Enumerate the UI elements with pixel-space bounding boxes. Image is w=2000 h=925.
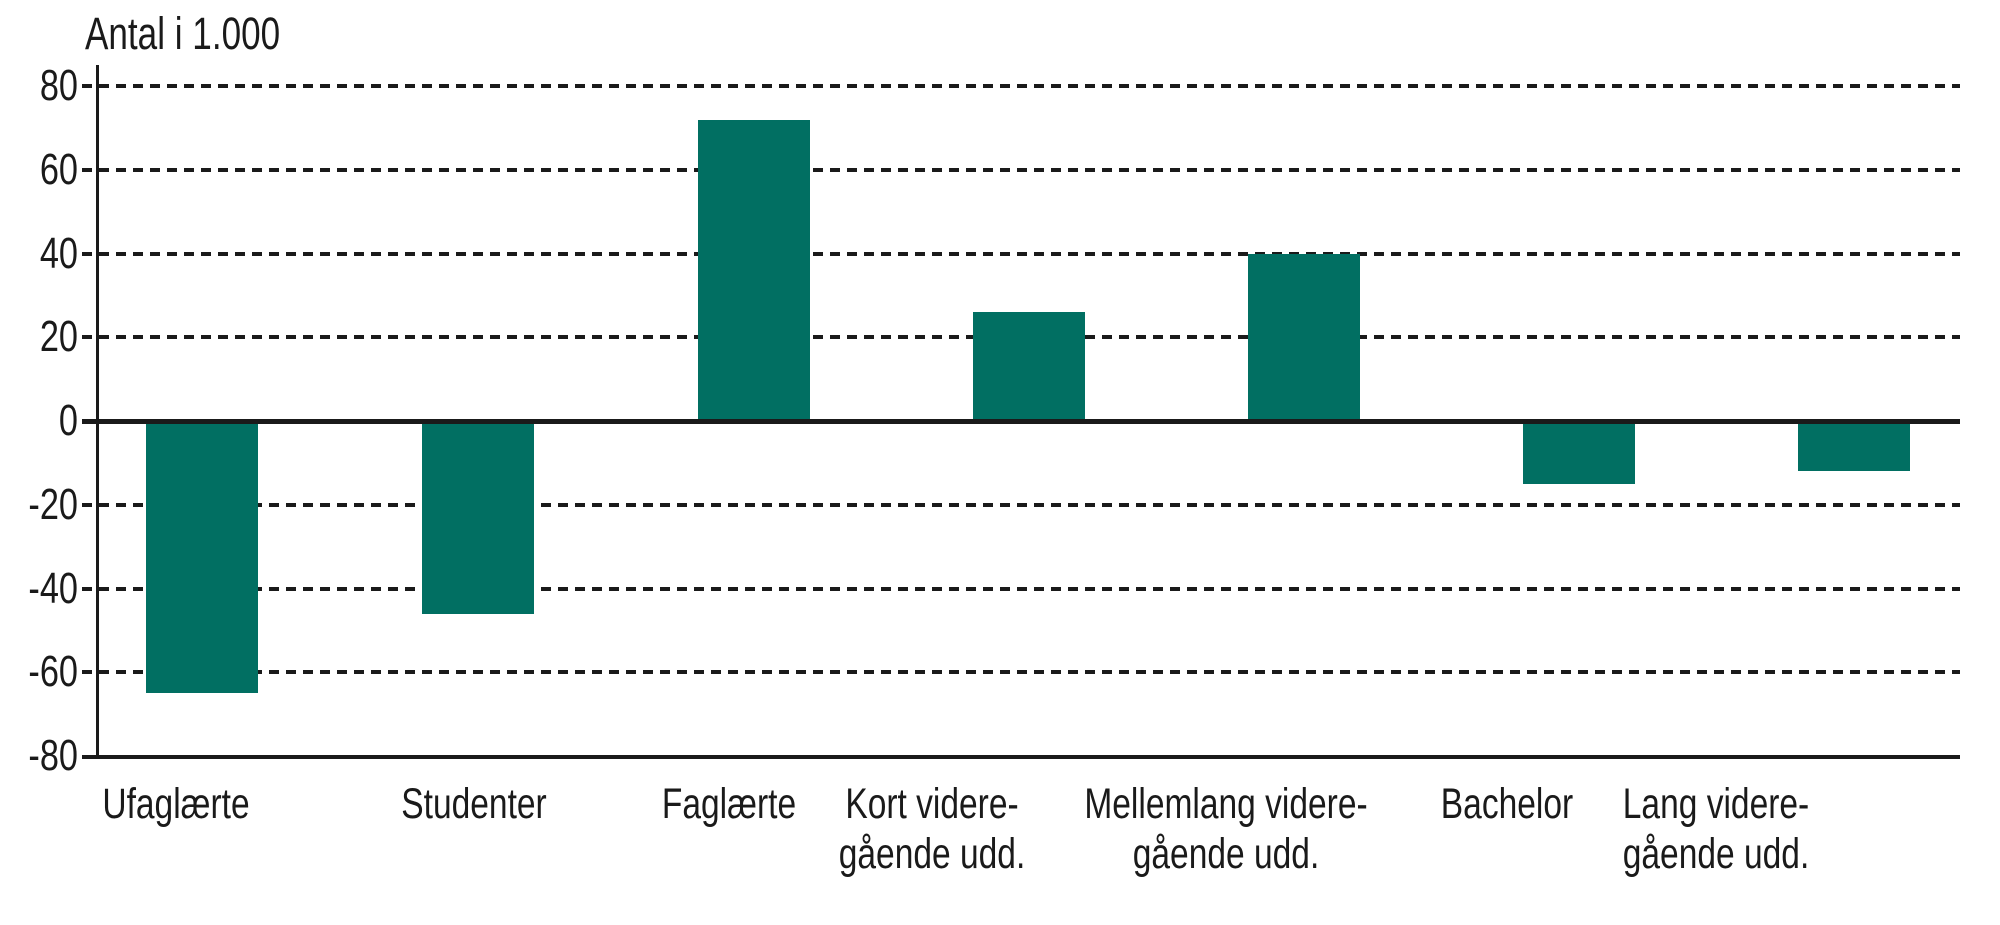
category-label: Studenter: [401, 780, 547, 828]
category-label: Bachelor: [1440, 780, 1574, 828]
y-gridline: [82, 251, 1960, 256]
y-tick-label: 0: [58, 396, 78, 445]
y-tick-label: 20: [39, 312, 78, 362]
bar: [422, 421, 534, 614]
category-label: Ufaglærte: [102, 780, 250, 828]
y-tick-label: -40: [28, 563, 78, 613]
y-tick-label: 40: [39, 228, 78, 278]
bar: [1523, 421, 1635, 484]
y-gridline: [82, 84, 1960, 88]
category-label: Kort videre- gående udd.: [838, 780, 1026, 878]
y-axis-line: [96, 65, 99, 759]
x-axis-line: [82, 755, 1960, 759]
bar: [973, 312, 1085, 421]
zero-line: [82, 419, 1960, 424]
y-gridline: [82, 167, 1960, 172]
y-gridline: [82, 586, 1960, 591]
y-tick-label: -20: [28, 479, 78, 529]
category-label: Lang videre- gående udd.: [1622, 780, 1810, 878]
bar: [1248, 253, 1360, 421]
category-label: Mellemlang videre- gående udd.: [1084, 780, 1368, 878]
y-gridline: [82, 670, 1960, 675]
y-tick-label: -60: [28, 647, 78, 697]
y-tick-label: 60: [39, 144, 78, 194]
y-gridline: [82, 502, 1960, 507]
bar: [1798, 421, 1910, 472]
bar: [698, 119, 810, 421]
category-label: Faglærte: [661, 780, 797, 828]
chart-title: Antal i 1.000: [85, 8, 281, 59]
y-tick-label: 80: [39, 61, 78, 110]
y-tick-label: -80: [28, 731, 78, 780]
bar: [146, 421, 258, 694]
